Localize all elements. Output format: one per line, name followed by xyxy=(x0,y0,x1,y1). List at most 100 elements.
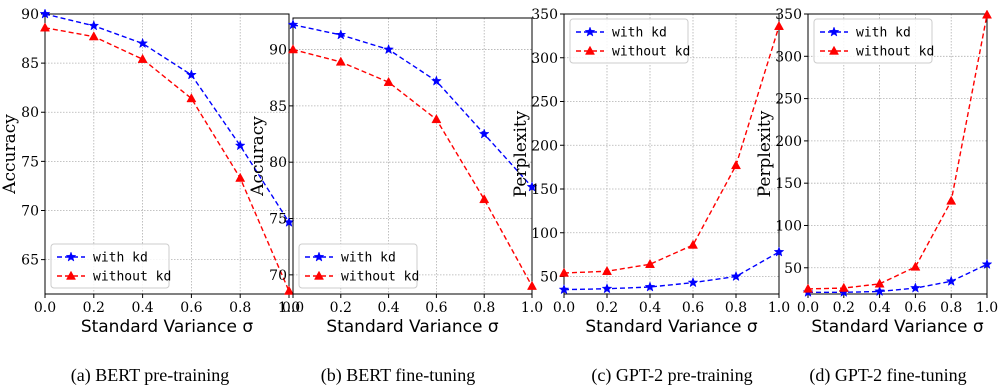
legend-box xyxy=(50,243,170,289)
data-point xyxy=(383,76,394,86)
y-axis-label: Accuracy xyxy=(248,116,268,197)
data-point xyxy=(431,114,442,124)
panel-caption: (d) GPT-2 fine-tuning xyxy=(809,365,966,386)
data-point xyxy=(773,246,785,257)
legend-box xyxy=(813,18,933,64)
data-point xyxy=(383,43,395,55)
y-tick-label: 300 xyxy=(531,51,558,67)
data-point xyxy=(186,93,197,103)
data-point xyxy=(874,285,886,297)
x-tick-label: 0.2 xyxy=(83,300,105,316)
legend-box xyxy=(298,243,418,289)
x-tick-label: 0.6 xyxy=(180,300,202,316)
data-point xyxy=(803,283,813,293)
series-line-without-kd xyxy=(44,27,290,292)
x-tick-label: 0.0 xyxy=(282,300,304,316)
x-tick-label: 0.0 xyxy=(553,300,575,316)
legend-marker xyxy=(66,270,76,280)
y-tick-label: 200 xyxy=(531,138,558,154)
chart-panel-0: 0.0 0.2 0.4 0.6 0.8 1.0 65 70 75 80 85 90 Standard V… xyxy=(0,7,300,386)
panel-caption: (b) BERT fine-tuning xyxy=(321,365,476,386)
data-point xyxy=(731,160,741,170)
y-tick-label: 150 xyxy=(531,182,558,198)
series-line-with-kd xyxy=(808,263,988,294)
data-point xyxy=(838,282,849,292)
legend: with kd without kd xyxy=(569,18,690,64)
data-point xyxy=(526,181,538,192)
x-tick-label: 1.0 xyxy=(521,300,543,316)
legend-marker xyxy=(584,26,596,37)
legend-label: with kd xyxy=(612,26,667,41)
data-point xyxy=(910,261,921,271)
y-tick-label: 200 xyxy=(775,134,802,150)
data-point xyxy=(284,285,294,295)
data-point xyxy=(982,9,992,19)
data-point xyxy=(688,239,698,249)
y-tick-label: 85 xyxy=(269,99,287,115)
chart-panel-1: 0.0 0.2 0.4 0.6 0.8 1.0 70 75 80 85 90 Standard Var… xyxy=(248,17,543,386)
plot-frame xyxy=(563,13,780,295)
data-point xyxy=(644,281,656,292)
y-tick-label: 250 xyxy=(775,92,802,108)
data-point xyxy=(137,37,149,49)
data-point xyxy=(602,265,612,275)
data-point xyxy=(88,31,99,41)
y-tick-label: 65 xyxy=(21,253,39,269)
legend: with kd without kd xyxy=(50,243,171,289)
x-tick-label: 0.8 xyxy=(229,300,251,316)
legend-label: with kd xyxy=(856,26,911,41)
x-tick-label: 0.8 xyxy=(940,300,962,316)
y-tick-label: 80 xyxy=(21,105,39,121)
x-tick-label: 0.6 xyxy=(904,300,926,316)
x-axis-label: Standard Variance σ xyxy=(81,317,254,337)
x-tick-label: 0.8 xyxy=(725,300,747,316)
x-tick-label: 0.0 xyxy=(797,300,819,316)
y-tick-label: 70 xyxy=(269,268,287,284)
data-point xyxy=(234,139,246,151)
series-line-without-kd xyxy=(807,14,988,290)
legend-label: without kd xyxy=(341,270,419,285)
x-axis-label: Standard Variance σ xyxy=(585,317,758,337)
data-point xyxy=(558,283,570,295)
data-point xyxy=(945,275,957,286)
data-point xyxy=(774,20,784,30)
y-axis-label: Accuracy xyxy=(0,114,20,195)
y-tick-label: 350 xyxy=(531,7,558,23)
y-tick-label: 50 xyxy=(784,261,802,277)
y-tick-label: 150 xyxy=(775,176,802,192)
data-point xyxy=(288,44,298,54)
legend-box xyxy=(569,18,689,64)
x-tick-label: 0.8 xyxy=(473,300,495,316)
y-tick-label: 75 xyxy=(269,212,287,228)
data-point xyxy=(235,172,246,182)
chart-panel-3: 0.0 0.2 0.4 0.6 0.8 1.0 50 100 150 200 250 300 350 St… xyxy=(755,7,998,386)
legend-label: without kd xyxy=(612,45,690,60)
series-line-with-kd xyxy=(292,24,533,188)
data-point xyxy=(730,270,742,282)
data-point xyxy=(645,258,655,268)
x-tick-label: 1.0 xyxy=(278,300,300,316)
legend-label: with kd xyxy=(93,251,148,266)
y-tick-label: 90 xyxy=(21,7,39,23)
y-axis-label: Perplexity xyxy=(755,110,775,197)
y-tick-label: 85 xyxy=(21,56,39,72)
x-tick-label: 0.2 xyxy=(833,300,855,316)
x-tick-label: 0.4 xyxy=(377,300,399,316)
x-tick-label: 0.2 xyxy=(330,300,352,316)
data-point xyxy=(478,128,490,139)
x-tick-label: 0.0 xyxy=(34,300,56,316)
series-line-with-kd xyxy=(563,251,780,291)
x-tick-label: 0.6 xyxy=(425,300,447,316)
y-tick-label: 350 xyxy=(775,7,802,23)
data-point xyxy=(39,8,51,19)
legend-marker xyxy=(829,45,839,55)
x-axis-label: Standard Variance σ xyxy=(811,317,984,337)
series-line-without-kd xyxy=(563,26,780,274)
legend: with kd without kd xyxy=(813,18,934,64)
x-tick-label: 1.0 xyxy=(976,300,998,316)
data-point xyxy=(601,283,613,294)
panel-caption: (a) BERT pre-training xyxy=(71,365,230,386)
legend-marker xyxy=(313,251,325,262)
data-point xyxy=(479,194,490,204)
legend-label: without kd xyxy=(856,45,934,60)
